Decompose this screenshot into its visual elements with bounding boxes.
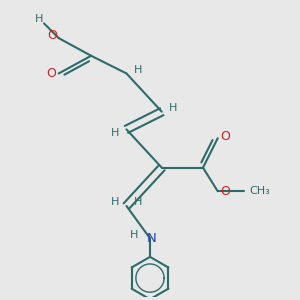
Text: H: H (111, 197, 119, 207)
Text: CH₃: CH₃ (250, 186, 270, 196)
Text: H: H (134, 197, 142, 207)
Text: H: H (111, 128, 119, 138)
Text: H: H (34, 14, 43, 24)
Text: O: O (46, 67, 56, 80)
Text: H: H (169, 103, 178, 113)
Text: O: O (47, 29, 57, 42)
Text: O: O (220, 185, 230, 198)
Text: N: N (147, 232, 156, 245)
Text: O: O (220, 130, 230, 143)
Text: H: H (134, 65, 142, 76)
Text: H: H (130, 230, 138, 240)
